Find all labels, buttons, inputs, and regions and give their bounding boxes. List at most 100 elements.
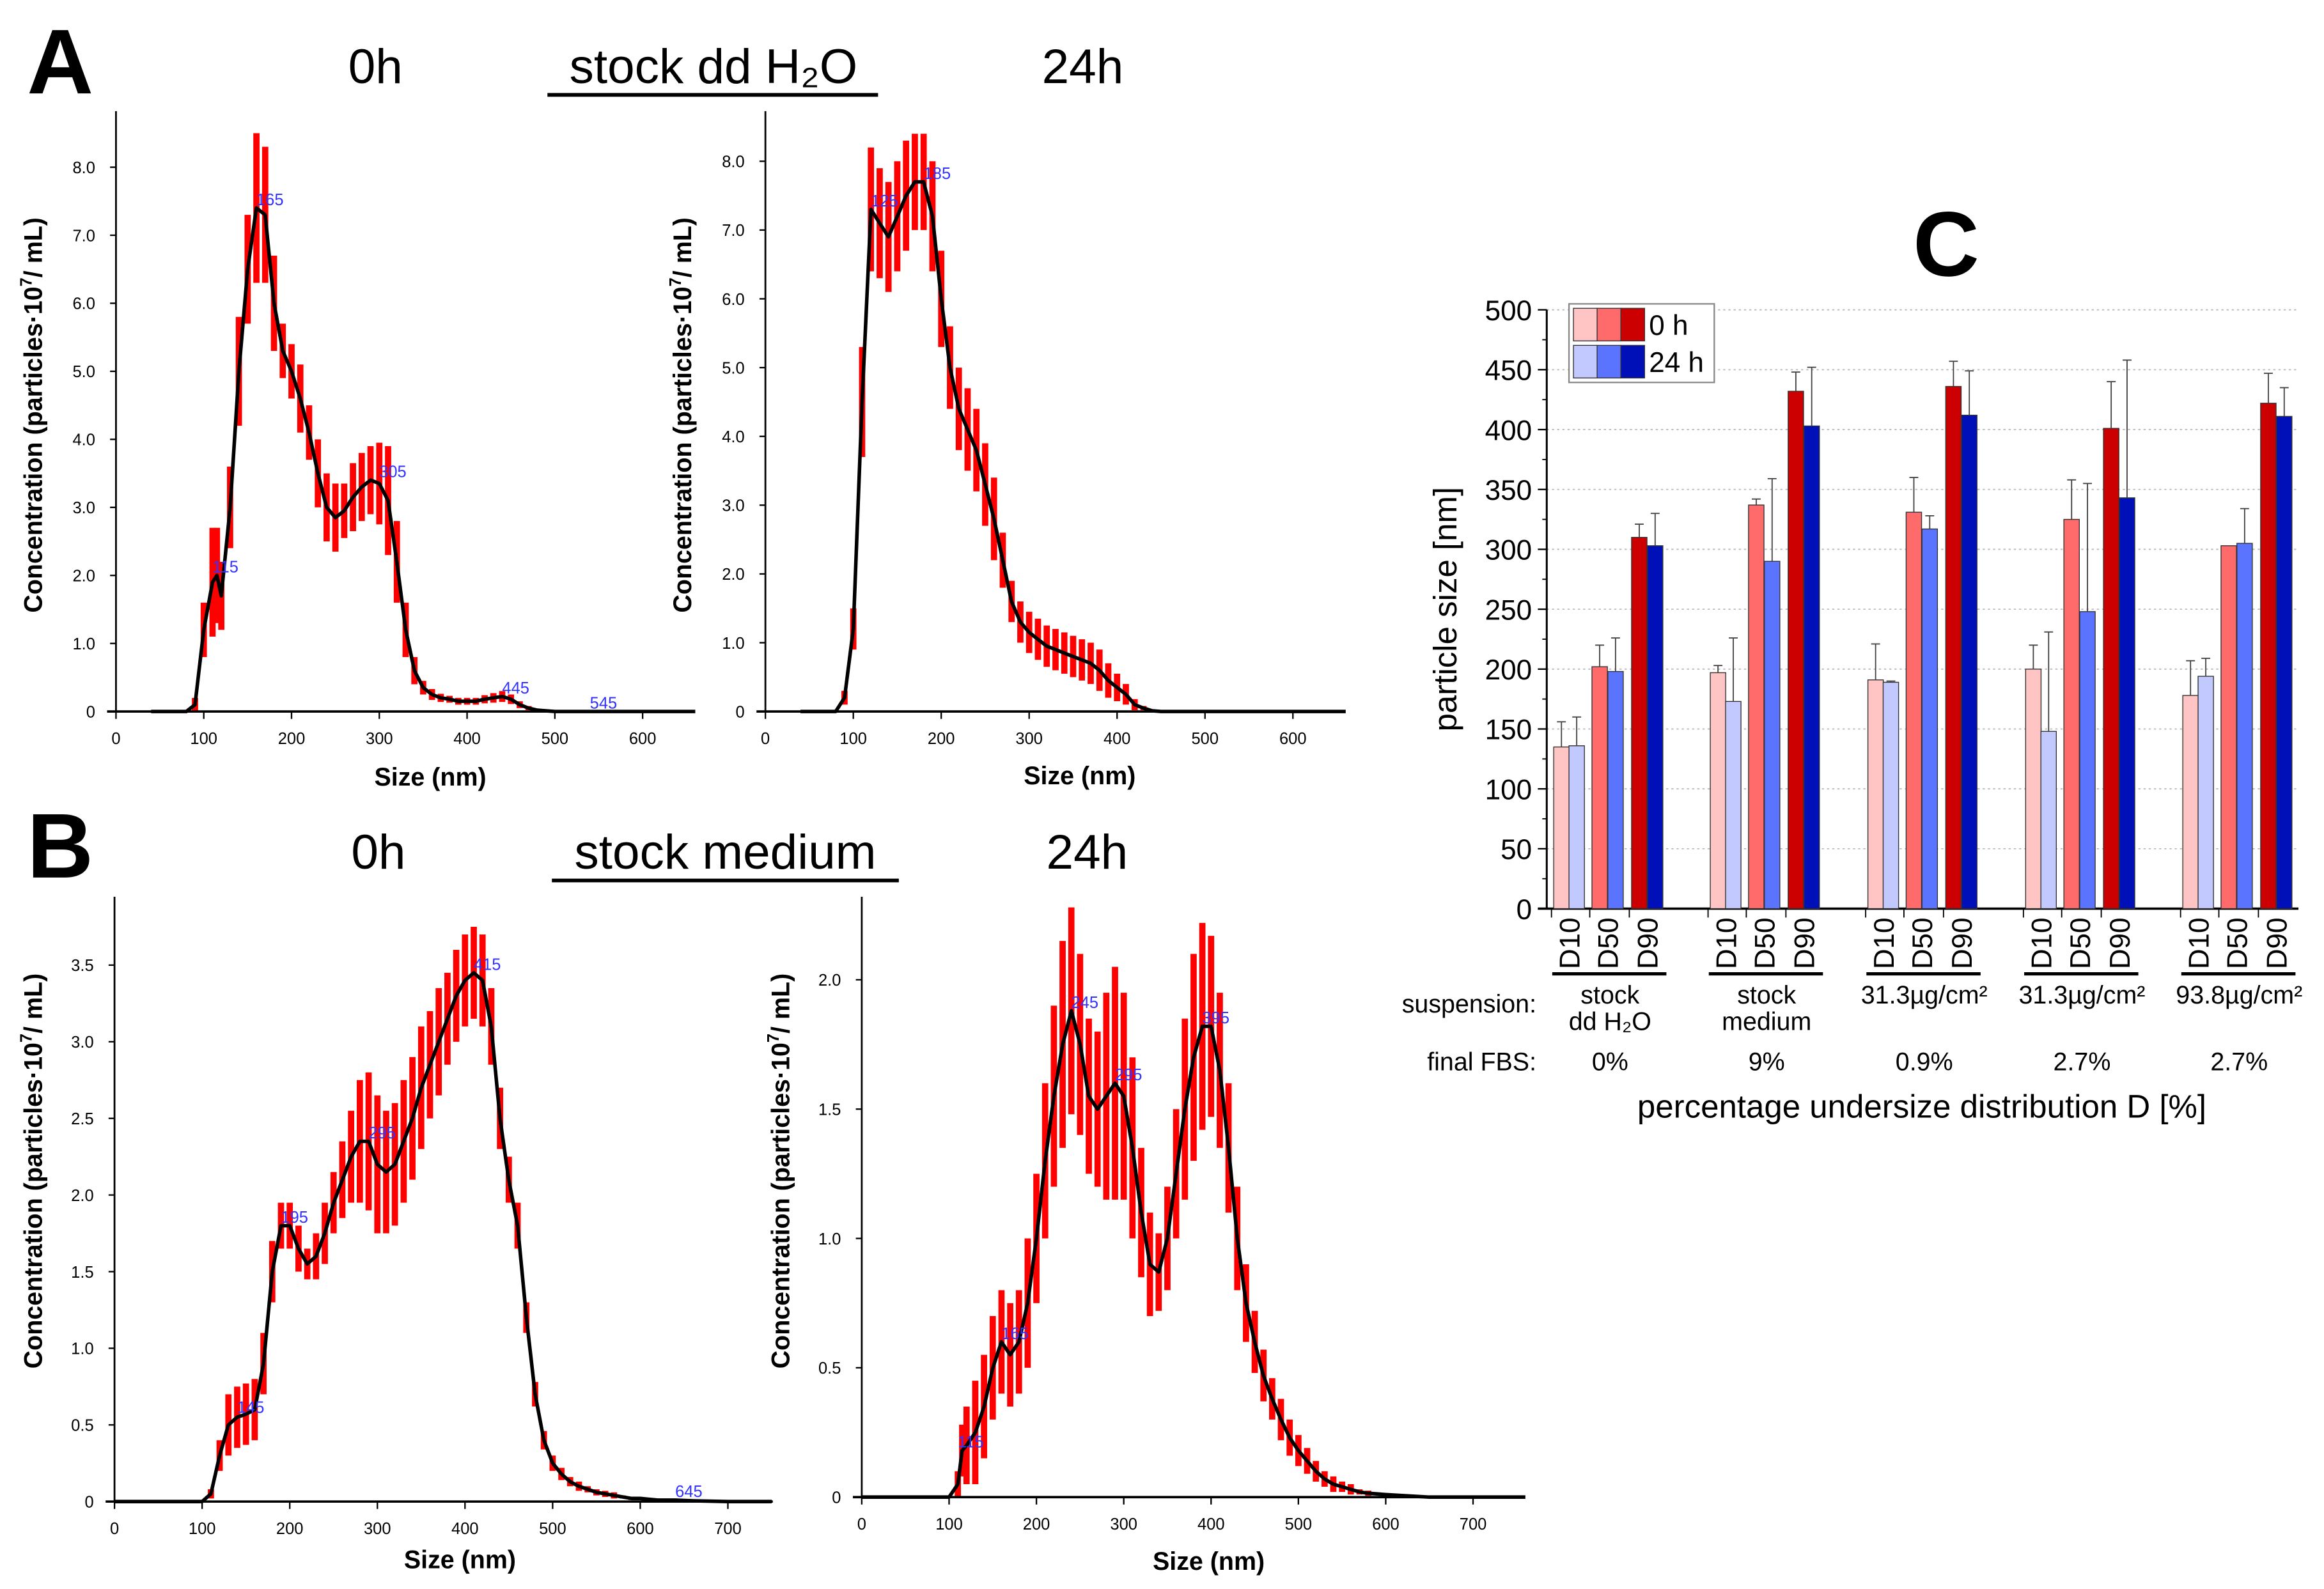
bar-d10-0h (1710, 672, 1726, 910)
peak-label: 195 (281, 1209, 308, 1227)
y-tick-label: 3.0 (73, 499, 95, 517)
bar-chart-particle-size: 0 50 100 150 200 250 300 350 400 450 500 particle s… (1402, 295, 2302, 1125)
y-tick-label: 7.0 (722, 222, 744, 240)
y-tick-label: 0.5 (71, 1417, 93, 1435)
legend-label: 24 h (1649, 347, 1704, 378)
bar-d50-0h (1905, 511, 1922, 910)
bar-d90-0h (1631, 536, 1648, 910)
bar-d10-24h (2040, 731, 2057, 910)
y-axis-label-superscript: 7 (17, 1034, 35, 1043)
bar-d90-24h (1803, 425, 1820, 910)
panel-a-left-time: 0h (348, 40, 403, 94)
concentration-curve (800, 180, 1346, 713)
x-tick-label: 700 (1460, 1515, 1487, 1533)
bar-group: D10 D50 D90 93.8µg/cm² 2.7% (2176, 373, 2302, 1076)
x-tick-label: 200 (276, 1520, 304, 1538)
y-tick-label: 300 (1485, 535, 1532, 566)
x-tick-label: D50 (1750, 917, 1781, 969)
y-axis-label-suffix: / mL) (767, 973, 795, 1034)
bar-d50-24h (1607, 670, 1624, 910)
x-tick-label: 200 (1023, 1515, 1050, 1533)
panel-letter-c: C (1913, 193, 1979, 295)
y-axis-label: particle size [nm] (1427, 487, 1463, 732)
y-tick-label: 6.0 (722, 291, 744, 309)
x-tick-label: 0 (761, 730, 770, 748)
concentration-curve (151, 206, 696, 713)
y-tick-label: 0 (1517, 894, 1532, 926)
y-tick-label: 150 (1485, 715, 1532, 746)
y-tick-label: 1.0 (71, 1340, 93, 1358)
bar-d90-24h (2276, 415, 2293, 910)
x-tick-label: 100 (935, 1515, 963, 1533)
legend-swatch (1573, 307, 1598, 342)
y-tick-label: 1.5 (818, 1101, 841, 1119)
peak-label: 295 (368, 1124, 396, 1142)
y-tick-label: 6.0 (73, 295, 95, 313)
bar-d10-24h (2197, 676, 2214, 910)
legend-swatch (1573, 345, 1598, 379)
y-axis-label-superscript: 7 (765, 1034, 783, 1043)
peak-label: 295 (1115, 1066, 1143, 1084)
x-tick-label: 100 (839, 730, 867, 748)
y-tick-label: 4.0 (722, 428, 744, 446)
nta-chart-A-24h: 0 1.0 2.0 3.0 4.0 5.0 6.0 7.0 8.0 0 100 200 300 400 50… (667, 111, 1346, 790)
peak-label: 445 (502, 679, 529, 697)
y-axis-label-suffix: / mL) (19, 217, 47, 277)
fbs-label: 2.7% (2210, 1048, 2268, 1076)
x-tick-label: D90 (1947, 917, 1978, 969)
bar-d90-0h (1945, 385, 1962, 910)
y-tick-label: 3.0 (71, 1034, 93, 1051)
y-tick-label: 0 (736, 703, 745, 721)
bar-d50-24h (2079, 611, 2096, 910)
peak-label: 145 (237, 1399, 265, 1416)
x-tick-label: 300 (366, 730, 393, 748)
concentration-curve (861, 1009, 1525, 1500)
suspension-label: stock (1737, 981, 1796, 1009)
concentration-curve (114, 971, 772, 1503)
y-axis-label: Concentration (particles·107/ mL) (765, 973, 795, 1369)
x-tick-label: D90 (1790, 917, 1821, 969)
x-tick-label: 100 (190, 730, 217, 748)
x-axis-label: Size (nm) (1024, 762, 1135, 790)
fbs-label: 2.7% (2054, 1048, 2111, 1076)
y-tick-label: 1.5 (71, 1264, 93, 1282)
y-tick-label: 500 (1485, 295, 1532, 327)
suspension-label: 31.3µg/cm² (1861, 981, 1988, 1009)
y-tick-label: 5.0 (73, 363, 95, 381)
bar-d50-0h (2220, 545, 2237, 910)
y-axis-label-prefix: Concentration (particles·10 (767, 1043, 795, 1368)
y-axis-label-prefix: Concentration (particles·10 (669, 286, 697, 612)
bar-d10-0h (1867, 679, 1884, 910)
x-tick-label: 300 (364, 1520, 391, 1538)
x-tick-label: 400 (451, 1520, 479, 1538)
fbs-row-label: final FBS: (1427, 1048, 1536, 1076)
x-tick-label: 400 (453, 730, 481, 748)
y-tick-label: 2.0 (722, 566, 744, 584)
y-axis-label-superscript: 7 (667, 277, 685, 286)
peak-label: 645 (675, 1483, 703, 1501)
panel-b-left-time: 0h (351, 825, 405, 880)
x-tick-label: D10 (2183, 917, 2215, 969)
bar-d10-24h (1725, 701, 1742, 910)
x-tick-label: D10 (1869, 917, 1900, 969)
y-tick-label: 2.0 (818, 972, 841, 989)
bar-d10-0h (2182, 695, 2199, 910)
peak-label: 115 (958, 1434, 984, 1452)
y-tick-label: 1.0 (73, 635, 95, 653)
suspension-label: 93.8µg/cm² (2176, 981, 2302, 1009)
y-tick-label: 350 (1485, 475, 1532, 506)
y-tick-label: 0 (84, 1493, 93, 1511)
x-tick-label: D50 (1593, 917, 1625, 969)
x-tick-label: 0 (857, 1515, 866, 1533)
x-axis-label: Size (nm) (404, 1546, 516, 1574)
bar-d90-24h (1961, 414, 1977, 910)
fbs-label: 0.9% (1896, 1048, 1953, 1076)
legend-label: 0 h (1649, 310, 1688, 341)
x-tick-label: 300 (1015, 730, 1043, 748)
x-tick-label: 600 (627, 1520, 654, 1538)
peak-label: 165 (256, 191, 284, 209)
bar-d90-24h (1647, 545, 1664, 910)
panel-b-title: stock medium (575, 825, 877, 880)
x-tick-label: D10 (2027, 917, 2058, 969)
y-tick-label: 450 (1485, 355, 1532, 387)
